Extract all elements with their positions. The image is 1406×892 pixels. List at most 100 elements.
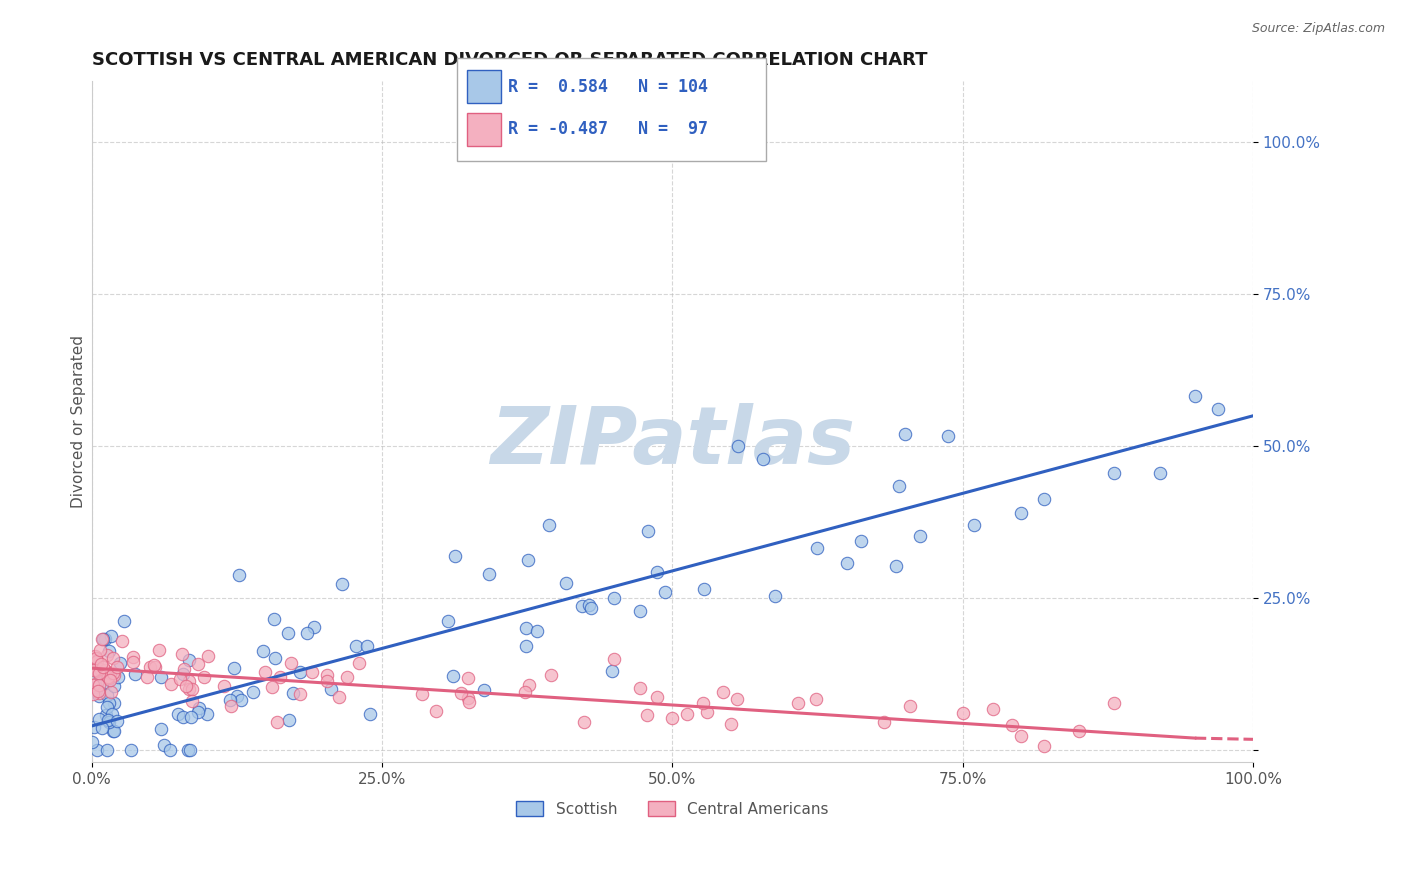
Point <box>515 621 537 635</box>
Point <box>330 577 353 591</box>
Point <box>628 681 651 695</box>
Point <box>145 659 167 673</box>
Point <box>983 701 1005 715</box>
Point <box>91 660 114 674</box>
Point <box>278 713 301 727</box>
Point <box>97 670 120 684</box>
Point <box>315 668 337 682</box>
Point <box>321 682 343 697</box>
Point <box>169 672 191 686</box>
Point <box>436 614 458 628</box>
Point <box>637 524 659 539</box>
Point <box>603 652 626 666</box>
Point <box>172 709 194 723</box>
Point <box>124 666 146 681</box>
Point <box>149 722 172 736</box>
Point <box>153 738 176 752</box>
Point <box>571 599 593 614</box>
Point <box>263 612 285 626</box>
Point <box>786 696 808 710</box>
Point <box>720 717 742 731</box>
Point <box>177 743 200 757</box>
Point <box>636 707 658 722</box>
Point <box>101 707 124 722</box>
Point <box>1010 506 1032 520</box>
Point <box>87 678 110 692</box>
Point <box>121 655 143 669</box>
Point <box>517 553 540 567</box>
Point <box>98 670 121 684</box>
Point <box>226 689 249 703</box>
Point <box>600 664 623 678</box>
Point <box>269 669 291 683</box>
Point <box>83 649 105 664</box>
Point <box>537 518 560 533</box>
Point <box>603 591 626 606</box>
Point <box>645 690 668 705</box>
Point <box>472 683 495 698</box>
Point <box>96 666 118 681</box>
Point <box>96 743 118 757</box>
Point <box>515 640 537 654</box>
Point <box>111 633 134 648</box>
Point <box>105 660 128 674</box>
Point <box>187 705 209 719</box>
Point <box>1102 466 1125 480</box>
Point <box>176 679 198 693</box>
Y-axis label: Divorced or Separated: Divorced or Separated <box>72 335 86 508</box>
Point <box>711 685 734 699</box>
Point <box>359 706 381 721</box>
Point <box>425 704 447 718</box>
Point <box>457 695 479 709</box>
Point <box>172 667 194 681</box>
Point <box>457 671 479 685</box>
Point <box>101 665 124 680</box>
Text: SCOTTISH VS CENTRAL AMERICAN DIVORCED OR SEPARATED CORRELATION CHART: SCOTTISH VS CENTRAL AMERICAN DIVORCED OR… <box>91 51 928 69</box>
Point <box>87 684 110 698</box>
Text: R =  0.584   N = 104: R = 0.584 N = 104 <box>508 78 707 96</box>
Point <box>187 657 209 671</box>
Point <box>328 690 350 704</box>
Point <box>444 549 467 563</box>
Point <box>84 680 107 694</box>
Point <box>763 589 786 603</box>
Point <box>121 649 143 664</box>
Point <box>676 706 699 721</box>
Point <box>108 657 131 671</box>
Point <box>173 662 195 676</box>
Point <box>87 685 110 699</box>
Point <box>212 679 235 693</box>
Point <box>221 699 243 714</box>
Point <box>193 670 215 684</box>
Point <box>148 643 170 657</box>
Point <box>252 644 274 658</box>
Point <box>526 624 548 638</box>
Point <box>661 711 683 725</box>
Point <box>91 722 114 736</box>
Point <box>96 674 118 689</box>
Point <box>1184 389 1206 403</box>
Point <box>290 687 312 701</box>
Point <box>86 651 108 665</box>
Point <box>97 671 120 685</box>
Point <box>336 670 359 684</box>
Point <box>90 657 112 672</box>
Point <box>94 663 117 677</box>
Point <box>143 657 166 672</box>
Point <box>86 654 108 668</box>
Point <box>160 677 183 691</box>
Point <box>90 632 112 646</box>
Point <box>98 643 121 657</box>
Point <box>98 697 121 711</box>
Point <box>356 639 378 653</box>
Point <box>100 673 122 687</box>
Point <box>1033 739 1056 753</box>
Point <box>82 687 104 701</box>
Point <box>727 439 749 453</box>
Point <box>654 585 676 599</box>
Point <box>804 691 827 706</box>
Point <box>86 663 108 677</box>
Legend: Scottish, Central Americans: Scottish, Central Americans <box>510 795 835 823</box>
Point <box>1206 402 1229 417</box>
Point <box>806 541 828 556</box>
